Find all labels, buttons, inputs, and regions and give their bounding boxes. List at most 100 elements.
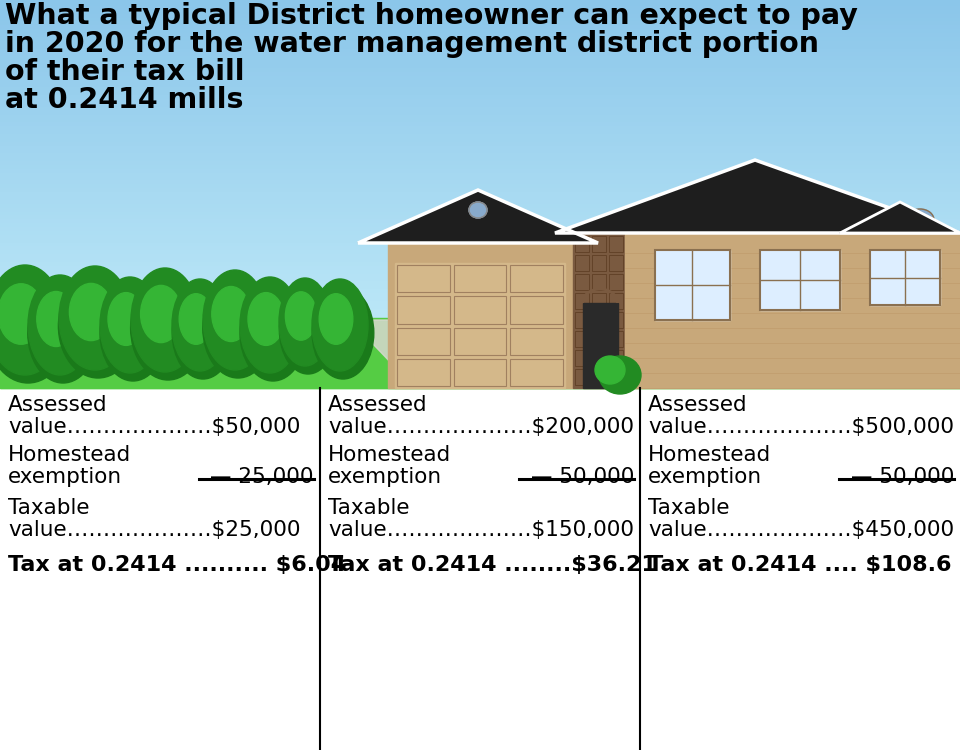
Ellipse shape xyxy=(59,266,131,370)
Bar xyxy=(573,233,628,388)
Bar xyxy=(0,333,960,338)
Bar xyxy=(655,250,730,320)
Bar xyxy=(454,358,506,386)
Bar xyxy=(388,243,573,388)
Text: Taxable: Taxable xyxy=(648,498,730,518)
Text: Assessed: Assessed xyxy=(328,395,427,415)
Bar xyxy=(0,42,960,46)
Bar xyxy=(0,217,960,221)
Bar xyxy=(609,293,623,309)
Bar xyxy=(0,4,960,8)
Bar xyxy=(0,337,960,339)
Ellipse shape xyxy=(248,292,284,346)
Bar xyxy=(0,325,960,327)
Text: Taxable: Taxable xyxy=(328,498,410,518)
Bar xyxy=(0,108,960,112)
Bar xyxy=(0,62,960,66)
Ellipse shape xyxy=(285,292,317,340)
Bar xyxy=(0,97,960,101)
Text: Homestead: Homestead xyxy=(648,445,771,465)
Bar xyxy=(0,364,960,366)
Bar xyxy=(0,368,960,373)
Text: Homestead: Homestead xyxy=(8,445,132,465)
Text: value․․․․․․․․․․․․․․․․․․․․$450,000: value․․․․․․․․․․․․․․․․․․․․$450,000 xyxy=(648,520,954,540)
Bar xyxy=(0,326,960,328)
Bar xyxy=(0,388,960,750)
Bar xyxy=(760,250,840,310)
Bar xyxy=(0,329,960,334)
Bar xyxy=(0,364,960,368)
Bar xyxy=(0,338,960,340)
Bar xyxy=(0,116,960,120)
Bar xyxy=(609,255,623,271)
Bar xyxy=(0,224,960,229)
Bar xyxy=(454,265,506,292)
Bar xyxy=(0,340,960,342)
Ellipse shape xyxy=(599,356,641,394)
Bar xyxy=(0,337,960,341)
Bar xyxy=(0,263,960,268)
Bar xyxy=(0,310,960,314)
Bar xyxy=(0,298,960,303)
Bar xyxy=(0,346,960,349)
Ellipse shape xyxy=(212,286,251,341)
Bar xyxy=(0,92,960,97)
Bar xyxy=(0,279,960,284)
Bar xyxy=(0,31,960,35)
Ellipse shape xyxy=(108,292,144,346)
Bar xyxy=(0,50,960,54)
Bar xyxy=(0,256,960,260)
Bar xyxy=(0,380,960,384)
Ellipse shape xyxy=(279,286,337,374)
Ellipse shape xyxy=(69,284,112,340)
Bar xyxy=(0,100,960,105)
Bar xyxy=(0,34,960,39)
Text: exemption: exemption xyxy=(328,467,443,487)
Bar xyxy=(0,362,960,364)
Text: value․․․․․․․․․․․․․․․․․․․․$25,000: value․․․․․․․․․․․․․․․․․․․․$25,000 xyxy=(8,520,300,540)
Bar xyxy=(0,46,960,50)
Bar xyxy=(395,263,565,388)
Bar xyxy=(0,344,960,346)
Bar xyxy=(0,328,960,330)
Ellipse shape xyxy=(312,279,368,371)
Text: — 25,000: — 25,000 xyxy=(210,467,314,487)
Bar xyxy=(760,250,840,310)
Bar xyxy=(0,332,960,334)
Bar xyxy=(0,267,960,272)
Bar xyxy=(0,143,960,148)
Bar xyxy=(0,260,960,264)
Bar xyxy=(0,131,960,136)
Bar xyxy=(0,353,960,356)
Text: — 50,000: — 50,000 xyxy=(531,467,634,487)
Bar xyxy=(0,240,960,244)
Bar xyxy=(0,333,960,335)
Bar xyxy=(0,377,960,380)
Bar xyxy=(0,124,960,128)
Text: — 50,000: — 50,000 xyxy=(851,467,954,487)
Bar xyxy=(0,154,960,159)
Bar xyxy=(0,369,960,371)
Bar xyxy=(0,186,960,190)
Bar xyxy=(592,236,606,252)
Text: at 0.2414 mills: at 0.2414 mills xyxy=(5,86,244,114)
Bar xyxy=(0,201,960,206)
Bar xyxy=(575,350,589,366)
Bar xyxy=(0,128,960,132)
Bar xyxy=(0,54,960,58)
Text: What a typical District homeowner can expect to pay: What a typical District homeowner can ex… xyxy=(5,2,858,30)
Bar xyxy=(0,320,960,322)
Text: Tax at 0.2414 .... $108.6: Tax at 0.2414 .... $108.6 xyxy=(648,555,951,575)
Bar xyxy=(511,358,563,386)
Bar xyxy=(0,326,960,330)
Ellipse shape xyxy=(203,270,267,370)
Bar xyxy=(0,322,960,326)
Bar xyxy=(0,170,960,175)
Bar xyxy=(0,22,960,27)
Ellipse shape xyxy=(36,292,75,346)
Bar xyxy=(870,250,940,305)
Bar xyxy=(0,38,960,43)
Bar xyxy=(0,356,960,358)
Bar xyxy=(0,341,960,344)
Bar xyxy=(0,197,960,202)
